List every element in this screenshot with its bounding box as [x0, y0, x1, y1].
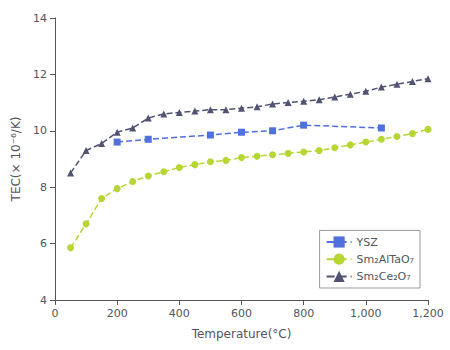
svg-text:8: 8	[40, 181, 47, 194]
svg-text:0: 0	[52, 307, 59, 320]
svg-text:Sm₂Ce₂O₇: Sm₂Ce₂O₇	[357, 270, 411, 283]
svg-text:12: 12	[33, 68, 47, 81]
svg-text:6: 6	[40, 237, 47, 250]
svg-text:4: 4	[40, 294, 47, 307]
svg-text:600: 600	[231, 307, 252, 320]
svg-text:800: 800	[293, 307, 314, 320]
svg-text:Temperature(°C): Temperature(°C)	[191, 327, 292, 341]
svg-text:200: 200	[107, 307, 128, 320]
svg-text:400: 400	[169, 307, 190, 320]
svg-text:1,000: 1,000	[350, 307, 382, 320]
svg-text:14: 14	[33, 12, 47, 25]
svg-text:Sm₂AlTaO₇: Sm₂AlTaO₇	[357, 253, 414, 266]
svg-text:YSZ: YSZ	[356, 236, 379, 249]
svg-text:10: 10	[33, 124, 47, 137]
svg-text:TEC(× 10⁻⁶/K): TEC(× 10⁻⁶/K)	[9, 117, 23, 203]
svg-text:1,200: 1,200	[412, 307, 444, 320]
